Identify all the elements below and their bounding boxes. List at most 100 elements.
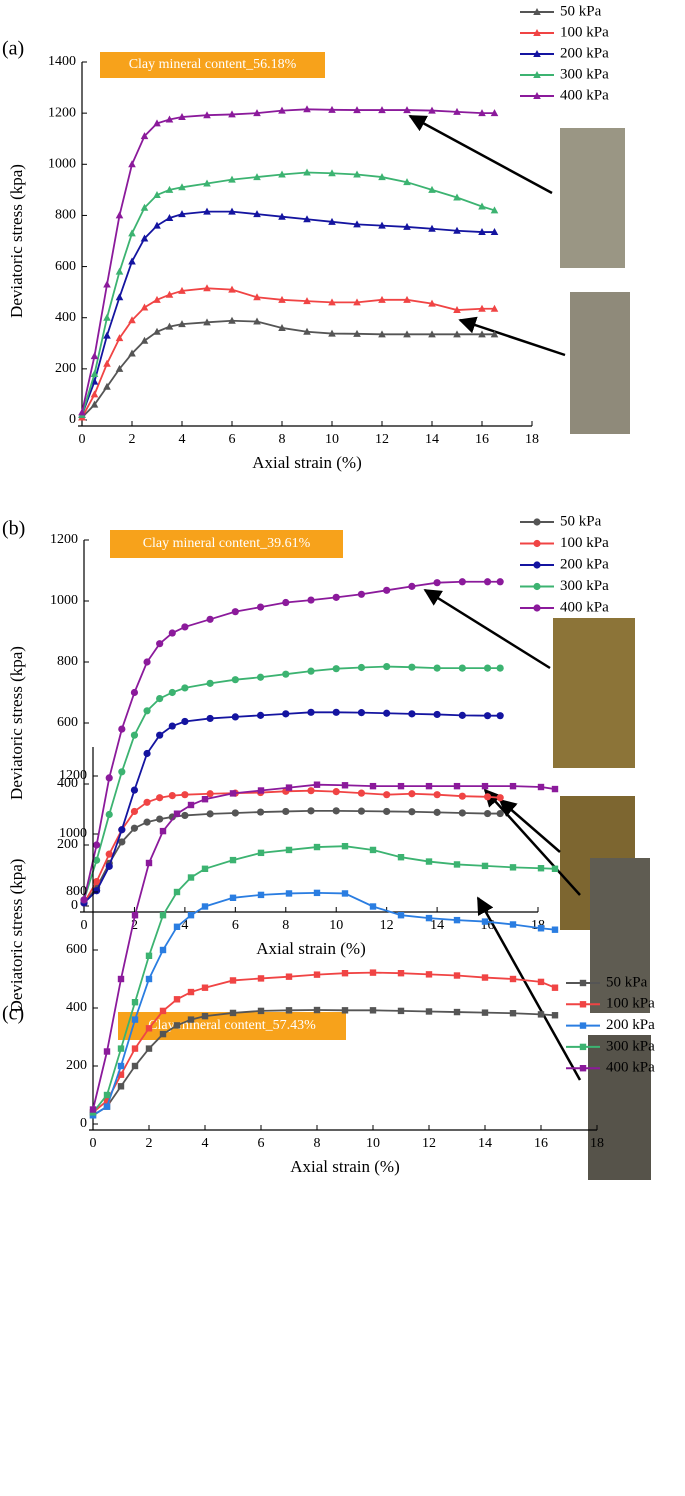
point (156, 794, 164, 802)
legend-marker (533, 604, 541, 612)
point (496, 712, 504, 720)
arrow (498, 798, 561, 853)
point (253, 317, 261, 325)
point (285, 890, 293, 897)
point (115, 364, 124, 372)
point (203, 207, 211, 215)
point (201, 796, 209, 803)
point (228, 316, 236, 324)
point (397, 912, 405, 919)
point (551, 865, 559, 872)
point (78, 408, 86, 416)
point (203, 179, 211, 187)
x-tick-label: 6 (232, 918, 239, 933)
point (128, 349, 136, 357)
point (303, 105, 311, 113)
point (117, 1045, 125, 1052)
point (307, 708, 315, 716)
point (173, 1022, 181, 1029)
point (206, 810, 214, 818)
point (253, 109, 261, 117)
series-line (83, 809, 501, 904)
point (433, 664, 441, 672)
point (408, 582, 416, 590)
x-tick-label: 18 (590, 1136, 604, 1151)
x-tick-label: 4 (179, 432, 186, 447)
point (332, 788, 340, 796)
point (403, 222, 411, 230)
point (408, 790, 416, 798)
point (353, 298, 361, 306)
y-tick-label: 800 (57, 654, 78, 669)
point (118, 838, 126, 846)
point (453, 972, 461, 979)
point (357, 709, 366, 717)
point (458, 664, 466, 672)
legend-label: 400 kPa (606, 1060, 655, 1076)
point (105, 810, 113, 819)
point (369, 1007, 377, 1014)
point (130, 731, 139, 739)
point (433, 579, 441, 587)
x-tick-label: 14 (430, 918, 444, 933)
point (206, 714, 214, 723)
point (156, 695, 164, 703)
point (397, 970, 405, 977)
series-line (92, 971, 556, 1114)
point (303, 215, 311, 223)
point (483, 578, 492, 586)
point (181, 717, 189, 726)
point (187, 874, 195, 881)
point (282, 598, 290, 607)
point (143, 749, 151, 758)
point (103, 1048, 111, 1055)
point (403, 106, 411, 114)
legend-label: 50 kPa (606, 974, 648, 990)
point (256, 673, 265, 681)
point (478, 228, 486, 236)
x-axis-label: Axial strain (%) (252, 453, 362, 472)
x-tick-label: 10 (366, 1136, 380, 1151)
point (178, 112, 186, 120)
y-tick-label: 1400 (48, 54, 76, 69)
point (231, 608, 239, 616)
point (173, 996, 181, 1003)
y-tick-label: 1000 (59, 826, 87, 841)
point (357, 789, 366, 797)
point (201, 865, 209, 872)
point (341, 1007, 349, 1014)
panel-label: (c) (2, 1003, 24, 1025)
y-tick-label: 400 (57, 776, 78, 791)
point (313, 843, 321, 851)
arrow (476, 896, 582, 1081)
point (551, 926, 559, 933)
point (131, 999, 139, 1006)
point (130, 824, 139, 832)
point (228, 207, 236, 215)
point (103, 280, 111, 288)
y-tick-label: 200 (57, 837, 78, 852)
point (143, 658, 151, 666)
annotation: Clay mineral content_57.43% (148, 1018, 316, 1033)
point (369, 969, 377, 976)
point (145, 859, 153, 867)
point (253, 210, 261, 218)
point (90, 400, 99, 408)
point (90, 369, 99, 377)
point (187, 801, 195, 809)
point (253, 293, 261, 301)
point (537, 978, 545, 986)
point (378, 173, 386, 181)
point (187, 912, 195, 919)
legend-marker (579, 1022, 587, 1029)
y-tick-label: 800 (55, 208, 76, 223)
point (408, 808, 416, 816)
point (117, 975, 125, 983)
series-line (83, 789, 501, 904)
point (425, 1008, 433, 1015)
point (203, 284, 211, 292)
point (117, 1083, 125, 1090)
point (378, 330, 386, 338)
point (181, 684, 189, 692)
x-tick-label: 2 (131, 918, 138, 933)
